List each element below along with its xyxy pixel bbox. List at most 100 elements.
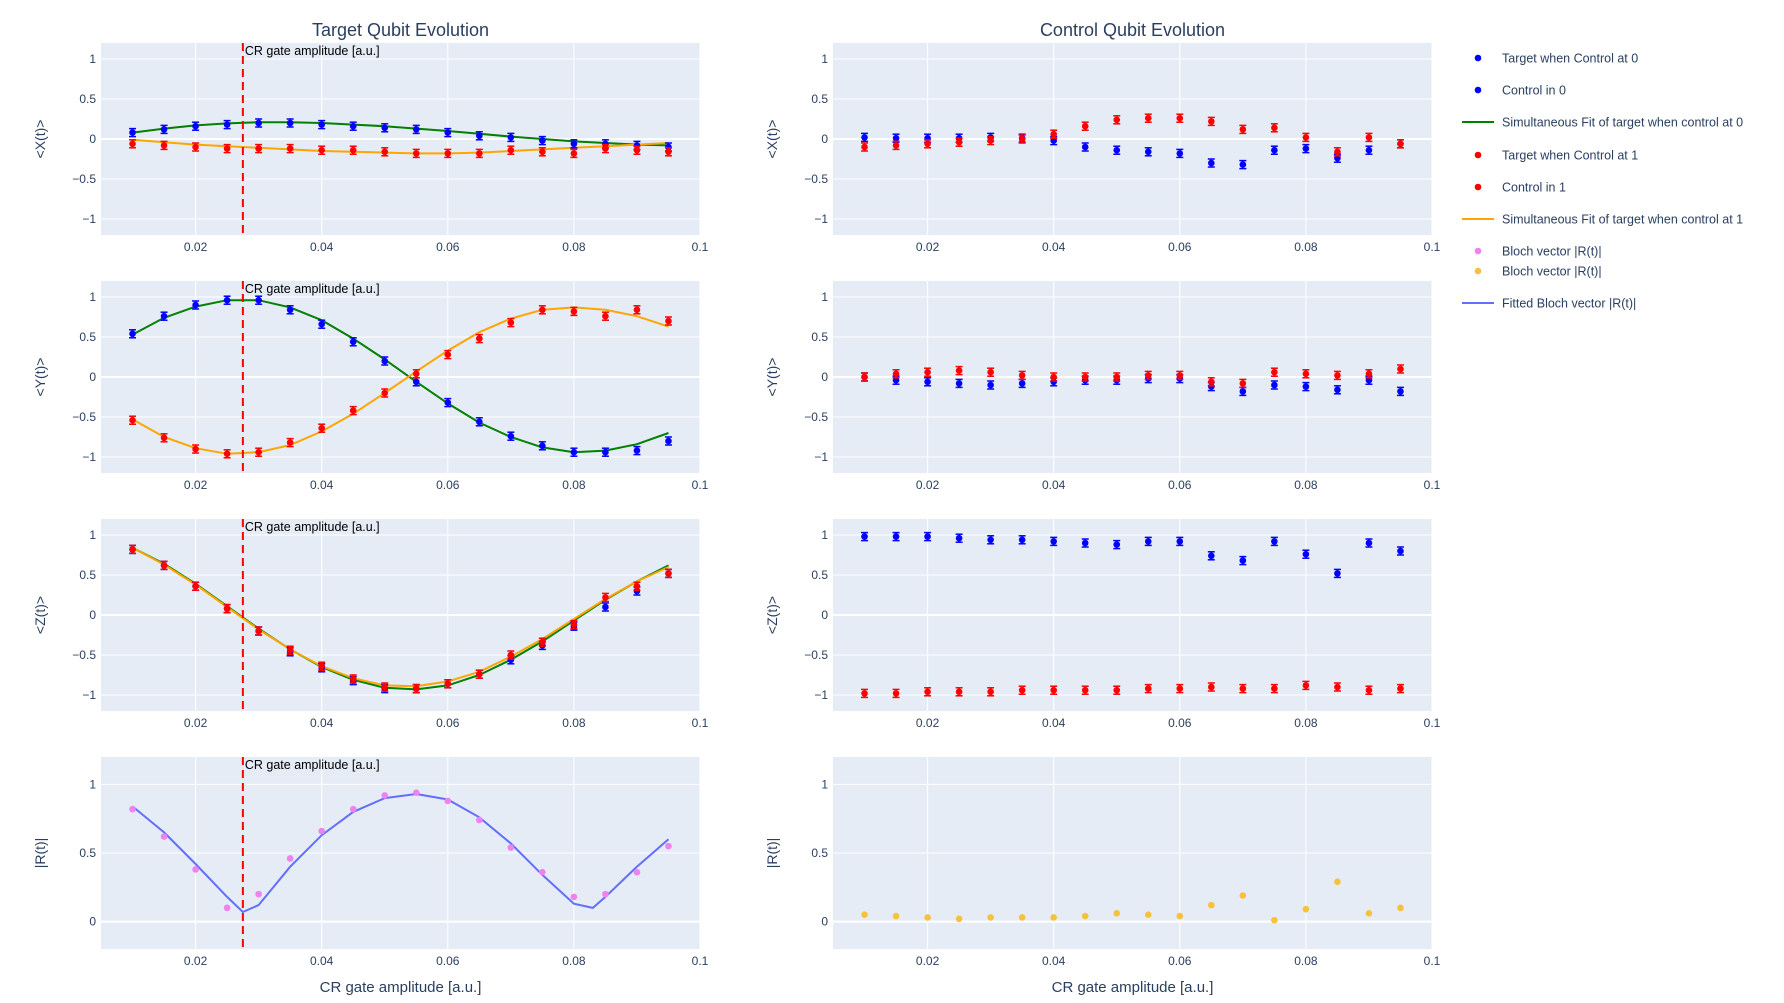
bloch-vector-control-point <box>955 915 963 923</box>
x-tick-label: 0.1 <box>1424 478 1441 492</box>
data-point <box>1081 143 1089 151</box>
legend-marker-swatch <box>1474 247 1482 255</box>
data-point <box>444 351 452 358</box>
data-point <box>633 447 641 454</box>
data-point <box>861 533 868 540</box>
data-point <box>223 145 231 152</box>
data-point <box>476 670 483 678</box>
target-control-0-point <box>349 121 357 131</box>
fit-control-0-line <box>132 299 669 454</box>
y-tick-label: −1 <box>82 212 96 226</box>
data-point <box>1208 378 1215 386</box>
control-in-1-point <box>1081 121 1089 131</box>
control-in-1-point <box>1176 370 1184 381</box>
y-tick-label: 1 <box>821 52 828 66</box>
control-in-0-point <box>1176 536 1184 547</box>
data-point <box>1397 365 1404 373</box>
y-tick-label: 0.5 <box>79 568 96 582</box>
data-point <box>349 407 357 414</box>
x-tick-label: 0.08 <box>1294 716 1318 730</box>
data-point <box>1113 146 1121 154</box>
data-point <box>1176 538 1184 545</box>
data-point <box>1271 538 1278 545</box>
target-control-0-point <box>475 131 483 141</box>
data-point <box>1050 130 1057 138</box>
data-point <box>924 688 931 696</box>
data-point <box>1208 901 1215 909</box>
control-in-1-point <box>1144 370 1152 381</box>
data-point <box>1208 383 1215 390</box>
data-point <box>633 582 641 590</box>
y-axis-label: |R(t)| <box>32 838 48 869</box>
y-tick-label: −1 <box>814 450 828 464</box>
control-in-0-point <box>1207 551 1215 561</box>
data-point <box>924 533 931 540</box>
y-tick-label: −0.5 <box>804 172 828 186</box>
data-point <box>1334 148 1341 156</box>
data-point <box>507 319 515 326</box>
data-point <box>255 296 262 304</box>
legend-item: Target when Control at 0 <box>1474 52 1638 66</box>
data-point <box>255 890 262 898</box>
data-point <box>129 129 136 136</box>
target-control-1-point <box>192 142 200 152</box>
bloch-vector-control-point <box>1144 911 1152 919</box>
data-point <box>570 308 578 315</box>
data-point <box>1397 685 1404 692</box>
target-control-0-point <box>601 447 609 457</box>
data-point <box>476 335 483 342</box>
data-point <box>539 442 546 450</box>
y-tick-label: −0.5 <box>804 648 828 662</box>
subplot-target-r: 0.02 0.04 0.06 0.08 0.1 1 0.5 0 |R(t)| CR gate am… <box>32 757 709 968</box>
bloch-vector-control-point <box>987 914 994 921</box>
x-tick-label: 0.08 <box>1294 954 1318 968</box>
data-point <box>1113 686 1121 694</box>
target-control-1-point <box>160 433 168 443</box>
data-point <box>223 904 231 912</box>
control-in-1-point <box>1050 129 1058 139</box>
legend-label: Fitted Bloch vector |R(t)| <box>1502 297 1636 311</box>
y-tick-label: 1 <box>89 528 96 542</box>
control-in-1-point <box>1018 370 1026 381</box>
threshold-annotation: CR gate amplitude [a.u.] <box>245 758 380 772</box>
bloch-vector-control-point <box>1081 912 1089 920</box>
target-control-1-point <box>444 679 452 689</box>
data-point <box>507 844 515 851</box>
data-point <box>381 389 389 397</box>
target-control-1-point <box>570 148 578 159</box>
data-point <box>987 536 994 544</box>
data-point <box>987 137 994 144</box>
x-tick-label: 0.04 <box>310 716 334 730</box>
x-tick-label: 0.04 <box>310 240 334 254</box>
data-point <box>955 688 963 696</box>
control-in-1-point <box>1207 116 1215 127</box>
target-control-0-point <box>664 436 672 446</box>
data-point <box>476 150 483 157</box>
bloch-vector-control-point <box>1018 914 1026 921</box>
subplot-control-x: 0.02 0.04 0.06 0.08 0.1 1 0.5 0 −0.5 −1 <X(t)> <box>764 43 1441 254</box>
control-in-0-point <box>987 535 995 545</box>
data-point <box>892 912 900 920</box>
data-point <box>507 656 515 664</box>
x-tick-label: 0.06 <box>436 240 460 254</box>
control-in-1-point <box>1176 683 1184 694</box>
data-point <box>318 827 325 835</box>
data-point <box>192 301 199 309</box>
legend-item: Simultaneous Fit of target when control … <box>1462 213 1743 227</box>
bloch-vector-control-point <box>924 914 931 921</box>
control-in-1-point <box>955 687 963 697</box>
data-point <box>570 621 578 628</box>
target-control-0-point <box>192 121 200 131</box>
data-point <box>1302 370 1310 378</box>
bloch-vector-control-point <box>1271 916 1278 924</box>
control-in-0-point <box>1333 385 1341 395</box>
target-control-1-point <box>664 568 672 579</box>
legend-label: Bloch vector |R(t)| <box>1502 245 1602 259</box>
control-in-0-point <box>861 132 869 143</box>
y-tick-label: 0 <box>821 608 828 622</box>
x-tick-label: 0.06 <box>436 478 460 492</box>
data-point <box>1113 910 1121 917</box>
data-point <box>255 448 262 456</box>
bloch-vector-target-point <box>412 789 420 796</box>
target-control-1-point <box>601 143 609 154</box>
